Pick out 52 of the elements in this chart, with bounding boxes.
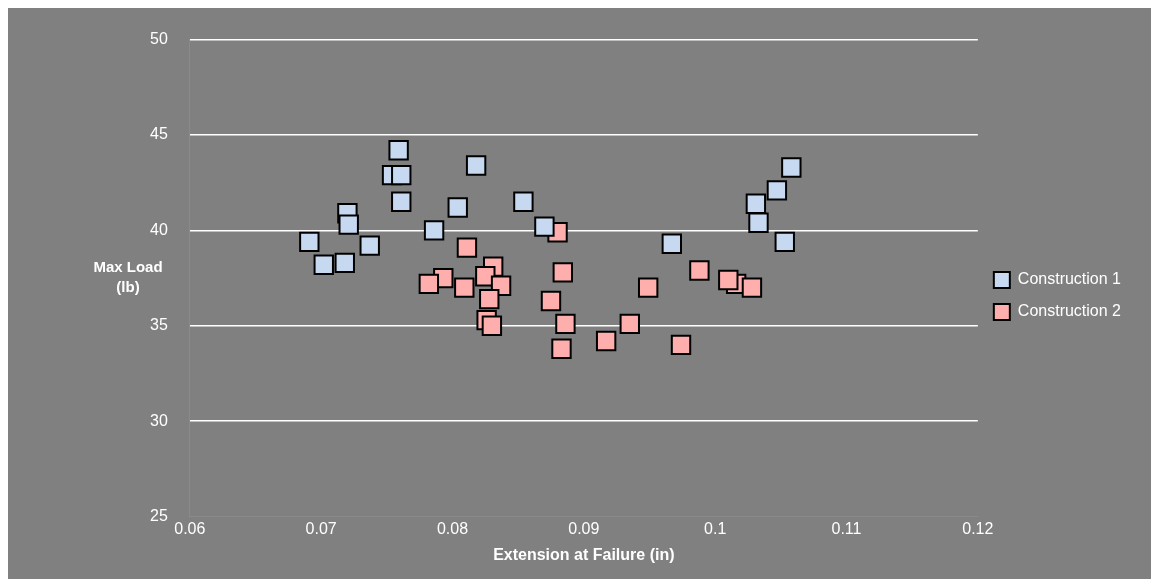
point	[551, 338, 572, 359]
point	[774, 231, 795, 253]
y-tick-label: 50	[150, 30, 168, 48]
x-tick-label: 0.11	[831, 519, 862, 537]
x-tick-label: 0.08	[436, 519, 469, 537]
point	[689, 260, 710, 281]
point	[595, 330, 617, 352]
point	[534, 216, 555, 237]
point	[555, 313, 576, 335]
legend-label: Construction 2	[1017, 302, 1122, 320]
y-tick-label: 40	[150, 220, 168, 238]
y-tick-label: 25	[150, 507, 168, 525]
point	[748, 212, 769, 233]
point	[670, 334, 692, 356]
x-tick-label: 0.1	[704, 519, 727, 537]
point	[637, 277, 659, 298]
point	[619, 313, 640, 335]
point	[338, 214, 359, 235]
y-tick-label: 30	[150, 411, 168, 429]
legend-label: Construction 1	[1017, 270, 1122, 288]
point	[299, 231, 320, 253]
point	[359, 235, 380, 256]
x-tick-label: 0.09	[568, 519, 600, 537]
point	[447, 197, 468, 218]
point	[391, 191, 412, 212]
y-tick-label: 45	[150, 125, 168, 143]
point	[781, 157, 802, 178]
point	[540, 290, 562, 312]
point	[423, 220, 445, 241]
point	[481, 315, 503, 336]
point	[766, 180, 788, 201]
point	[456, 237, 478, 258]
x-axis-title: Extension at Failure (in)	[493, 545, 675, 563]
x-tick-label: 0.06	[174, 519, 206, 537]
point	[718, 269, 739, 291]
point	[661, 233, 683, 254]
y-tick-label: 35	[150, 316, 168, 334]
point	[454, 277, 475, 298]
point	[313, 254, 334, 275]
point	[465, 155, 487, 176]
point	[391, 164, 412, 186]
point	[479, 288, 500, 310]
point	[388, 140, 409, 161]
point	[513, 191, 534, 212]
point	[741, 277, 763, 298]
point	[334, 252, 355, 274]
y-axis-title: Max Load (lb)	[93, 258, 163, 296]
point	[552, 262, 573, 283]
x-tick-label: 0.07	[305, 519, 337, 537]
point	[745, 193, 767, 214]
x-tick-label: 0.12	[962, 519, 994, 537]
point	[418, 273, 440, 295]
